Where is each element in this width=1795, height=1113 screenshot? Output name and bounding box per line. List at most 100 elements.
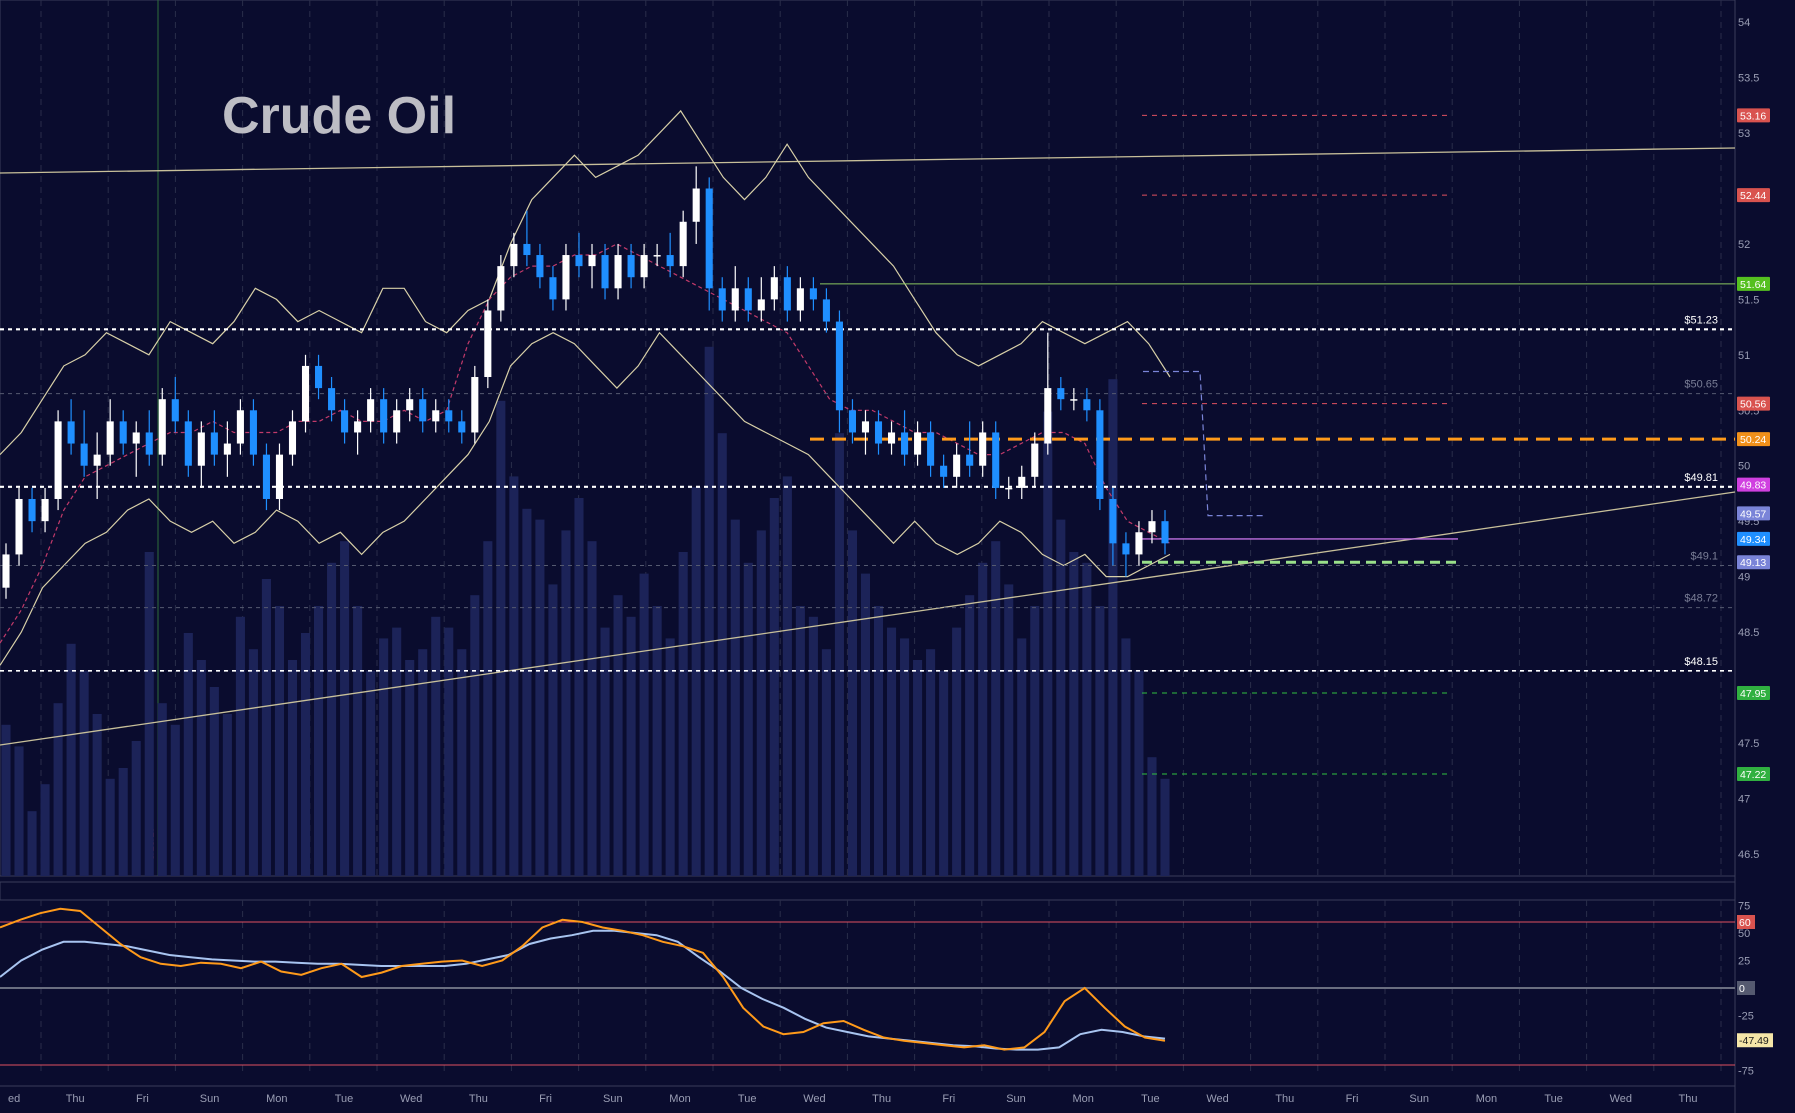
price-badge: 49.34 xyxy=(1737,531,1770,546)
candle-body xyxy=(1109,498,1117,544)
price-badge-label: 47.95 xyxy=(1740,688,1766,700)
volume-bar xyxy=(808,616,818,876)
price-badge-bg xyxy=(1737,432,1770,447)
chart-title: Crude Oil xyxy=(222,87,456,145)
volume-bar xyxy=(340,541,350,876)
volume-bar xyxy=(157,703,167,876)
osc-tick-label: 25 xyxy=(1738,956,1750,968)
candle xyxy=(953,443,961,488)
time-tick-label: Sun xyxy=(200,1093,220,1105)
candle xyxy=(940,454,948,488)
candle xyxy=(679,210,687,278)
candle-body xyxy=(1005,487,1013,490)
candle xyxy=(614,243,622,300)
upper-trendline xyxy=(0,147,1736,174)
bollinger-bands xyxy=(0,109,1171,666)
candle-body xyxy=(588,255,596,267)
volume-bar xyxy=(978,562,988,876)
key-level-label: $51.23 xyxy=(1684,314,1718,326)
candle xyxy=(1070,388,1078,411)
candle-body xyxy=(210,432,218,455)
candle-body xyxy=(536,255,544,278)
candle xyxy=(1148,510,1156,544)
candle-body xyxy=(953,454,961,477)
candle-body xyxy=(484,310,492,378)
candle xyxy=(1109,487,1117,566)
volume-bar xyxy=(873,606,884,876)
candle-body xyxy=(341,410,349,433)
candle-body xyxy=(731,288,739,311)
price-badge: 53.16 xyxy=(1737,108,1770,123)
candle-body xyxy=(510,243,518,267)
osc-badge: 60 xyxy=(1737,915,1755,929)
lower-trendline xyxy=(0,491,1736,746)
candle xyxy=(887,421,896,455)
volume-bar xyxy=(1134,670,1144,876)
volume-bar xyxy=(144,552,154,876)
price-axis: 5453.5535251.55150.55049.54948.547.54746… xyxy=(1737,17,1770,861)
volume-bar xyxy=(795,606,805,876)
candle xyxy=(328,377,336,422)
volume-bar xyxy=(300,633,311,876)
price-badge-label: 49.57 xyxy=(1740,508,1766,520)
time-tick-label: Thu xyxy=(1275,1093,1294,1105)
candle-body xyxy=(54,421,62,499)
candle xyxy=(132,421,140,477)
price-tick-label: 51 xyxy=(1738,350,1750,362)
candle xyxy=(471,365,479,444)
volume-bar xyxy=(457,649,467,876)
volume-bar xyxy=(939,670,949,876)
volume-bar xyxy=(1,724,11,876)
candle xyxy=(484,299,492,389)
candle-body xyxy=(848,410,857,433)
candle-body xyxy=(562,255,570,300)
time-tick-label: Thu xyxy=(66,1093,85,1105)
candle xyxy=(992,421,1000,499)
price-badge-bg xyxy=(1737,766,1770,781)
volume-bar xyxy=(743,562,753,876)
volume-bar xyxy=(483,541,493,876)
volume-bar xyxy=(66,643,76,876)
candle xyxy=(314,354,323,400)
candle-body xyxy=(744,288,752,311)
candle xyxy=(145,410,153,466)
osc-badge-bg xyxy=(1737,1033,1773,1048)
candle xyxy=(640,243,648,289)
candle-body xyxy=(757,299,765,311)
time-tick-label: Sun xyxy=(603,1093,623,1105)
candle-body xyxy=(393,410,401,433)
volume-bar xyxy=(600,627,610,876)
volume-bar xyxy=(248,649,258,876)
time-tick-label: Thu xyxy=(1679,1093,1698,1105)
candle-body xyxy=(666,255,674,267)
price-tick-label: 47 xyxy=(1738,793,1750,805)
stoch-k-line xyxy=(0,907,1166,1051)
volume-bar xyxy=(235,616,245,876)
projection-path xyxy=(1143,370,1265,517)
volume-bar xyxy=(509,476,519,876)
volume-bar xyxy=(1030,606,1040,876)
candle xyxy=(341,399,349,444)
candle xyxy=(1083,388,1091,422)
candle-body xyxy=(783,277,791,311)
volume-bar xyxy=(665,638,675,876)
volume-bar xyxy=(1108,379,1118,876)
candle-body xyxy=(1148,521,1156,533)
candle xyxy=(54,410,62,511)
candle-body xyxy=(861,421,870,433)
volume-bar xyxy=(470,595,480,876)
candle xyxy=(262,443,270,511)
bollinger-lower xyxy=(0,331,1171,666)
volume-bar xyxy=(79,670,89,876)
candle-body xyxy=(119,421,127,444)
candle-body xyxy=(15,498,23,555)
candle xyxy=(757,277,765,322)
volume-bar xyxy=(261,579,271,876)
candle-body xyxy=(328,388,336,411)
candle xyxy=(1135,521,1143,566)
candle xyxy=(510,232,518,278)
candle-body xyxy=(2,554,10,588)
price-badge-bg xyxy=(1737,108,1770,123)
time-tick-label: Wed xyxy=(1206,1093,1228,1105)
volume-bar xyxy=(392,627,402,876)
